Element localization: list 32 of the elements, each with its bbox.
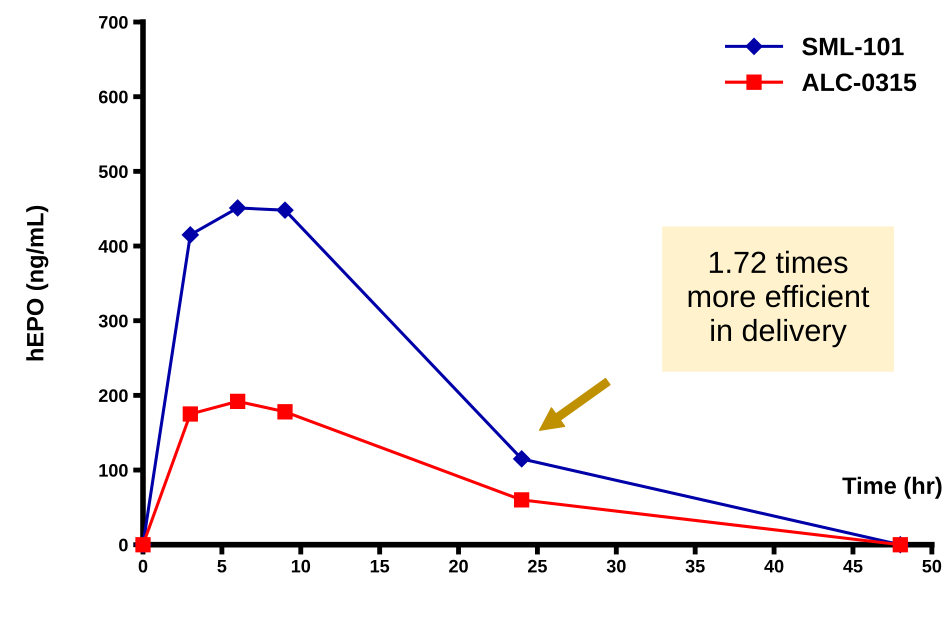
- x-tick-label: 50: [922, 560, 942, 573]
- point: [229, 199, 246, 216]
- y-tick-label: 600: [98, 90, 128, 104]
- y-axis-title: hEPO (ng/mL): [26, 206, 48, 360]
- x-tick-label: 30: [606, 560, 626, 573]
- point: [276, 202, 294, 219]
- x-tick-label: 15: [370, 560, 390, 573]
- point: [230, 394, 246, 409]
- x-tick-label: 5: [217, 560, 226, 573]
- x-axis-title: Time (hr): [842, 476, 942, 499]
- x-tick-label: 20: [449, 560, 468, 573]
- legend-label: SML-101: [802, 38, 904, 56]
- y-tick-label: 700: [99, 16, 128, 29]
- x-tick-label: 10: [292, 560, 310, 573]
- y-tick-label: 0: [119, 538, 128, 552]
- y-tick-label: 300: [98, 314, 128, 328]
- x-tick-label: 35: [686, 560, 705, 573]
- annotation: 1.72 times more efficient in delivery: [688, 250, 870, 348]
- y-tick-label: 200: [98, 389, 128, 402]
- x-tick-label: 40: [764, 560, 784, 573]
- legend-label: ALC-0315: [802, 73, 916, 92]
- x-tick-label: 45: [843, 560, 862, 573]
- point: [513, 450, 530, 468]
- point: [514, 492, 530, 508]
- y-tick-label: 500: [98, 165, 128, 178]
- x-tick-label: 25: [528, 560, 547, 573]
- point: [277, 404, 293, 420]
- y-tick-label: 100: [99, 464, 128, 477]
- point: [182, 226, 199, 244]
- point: [182, 406, 198, 422]
- x-tick-label: 0: [138, 560, 148, 573]
- y-tick-label: 400: [98, 240, 128, 253]
